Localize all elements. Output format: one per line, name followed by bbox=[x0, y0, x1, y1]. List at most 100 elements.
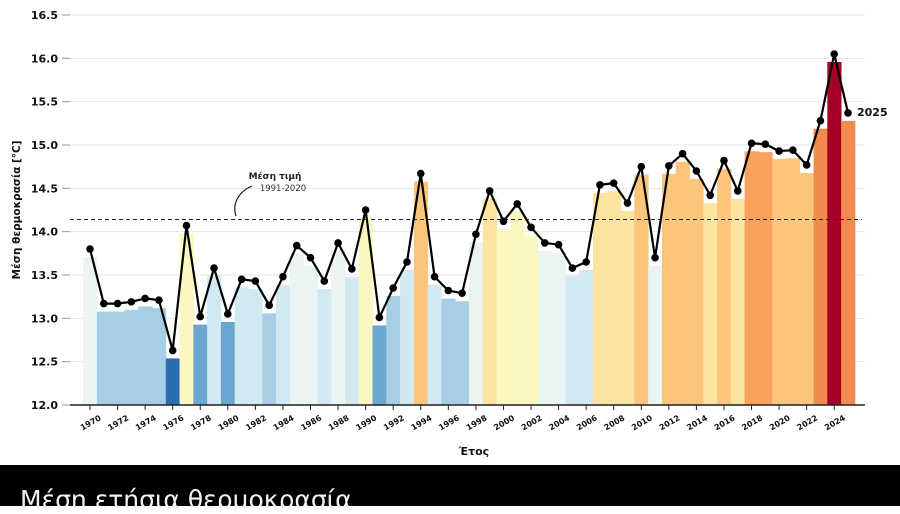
bar-2016 bbox=[717, 168, 732, 405]
x-tick-label: 2002 bbox=[520, 413, 544, 432]
point-2002 bbox=[527, 223, 535, 232]
point-2015 bbox=[706, 191, 714, 200]
bars bbox=[83, 62, 856, 405]
point-2001 bbox=[513, 200, 522, 208]
point-1980 bbox=[224, 310, 232, 318]
y-tick-label: 15.0 bbox=[31, 139, 58, 152]
bar-2006 bbox=[579, 270, 594, 405]
bar-2009 bbox=[620, 211, 635, 405]
bar-1979 bbox=[207, 276, 222, 405]
point-1974 bbox=[141, 294, 149, 303]
footer-banner: Μέση ετήσια θερμοκρασία bbox=[0, 465, 900, 514]
bar-2015 bbox=[703, 203, 718, 405]
bar-2011 bbox=[648, 265, 663, 405]
x-tick-label: 1988 bbox=[327, 413, 351, 432]
point-2022 bbox=[802, 161, 811, 169]
bar-1997 bbox=[455, 301, 470, 405]
x-tick-label: 1998 bbox=[465, 413, 489, 432]
y-tick-label: 12.0 bbox=[31, 399, 58, 412]
point-1987 bbox=[320, 277, 329, 285]
point-2010 bbox=[637, 162, 646, 171]
point-1997 bbox=[458, 289, 466, 298]
point-2020 bbox=[775, 147, 783, 155]
footer-title: Μέση ετήσια θερμοκρασία bbox=[20, 485, 352, 514]
point-2019 bbox=[761, 140, 770, 148]
bar-1974 bbox=[138, 306, 153, 405]
y-tick-label: 14.5 bbox=[31, 182, 58, 195]
x-tick-label: 1982 bbox=[244, 413, 268, 432]
bar-2001 bbox=[510, 211, 525, 405]
point-2018 bbox=[747, 139, 756, 148]
x-tick-label: 2024 bbox=[823, 413, 847, 432]
bar-1982 bbox=[248, 289, 263, 405]
x-tick-label: 2020 bbox=[768, 413, 792, 432]
x-tick-label: 1976 bbox=[162, 413, 186, 432]
point-1976 bbox=[168, 346, 177, 355]
bar-2018 bbox=[744, 151, 759, 405]
bar-2012 bbox=[661, 173, 677, 405]
bar-1990 bbox=[358, 218, 373, 405]
bar-2003 bbox=[537, 250, 553, 405]
x-tick-label: 2006 bbox=[575, 413, 599, 432]
bar-2020 bbox=[772, 159, 787, 405]
x-tick-label: 2010 bbox=[630, 413, 654, 432]
bar-2013 bbox=[675, 161, 690, 405]
x-axis-label: Έτος bbox=[458, 445, 489, 458]
bar-1989 bbox=[344, 276, 360, 405]
x-tick-label: 1994 bbox=[410, 413, 434, 432]
series-line bbox=[88, 52, 850, 352]
bar-2010 bbox=[634, 174, 649, 405]
end-year-label: 2025 bbox=[857, 106, 888, 119]
point-2012 bbox=[665, 162, 673, 170]
point-1994 bbox=[416, 169, 425, 178]
x-tick-label: 1992 bbox=[382, 413, 406, 432]
point-1981 bbox=[237, 275, 246, 284]
point-2004 bbox=[554, 240, 563, 249]
point-1975 bbox=[155, 296, 163, 304]
x-tick-label: 1980 bbox=[217, 413, 241, 432]
x-tick-label: 1972 bbox=[106, 413, 130, 432]
point-1998 bbox=[472, 230, 480, 239]
x-tick-label: 2018 bbox=[740, 413, 764, 432]
point-2016 bbox=[720, 156, 728, 165]
point-1985 bbox=[292, 241, 301, 250]
x-tick-label: 2014 bbox=[685, 413, 709, 432]
point-1996 bbox=[444, 286, 453, 295]
point-2024 bbox=[830, 50, 839, 58]
bar-2017 bbox=[730, 198, 746, 405]
bar-1995 bbox=[427, 284, 442, 405]
x-tick-label: 1974 bbox=[134, 413, 158, 432]
point-1992 bbox=[389, 284, 398, 292]
bar-2007 bbox=[593, 192, 608, 405]
bar-2004 bbox=[551, 252, 566, 405]
x-tick-label: 1986 bbox=[299, 413, 323, 432]
bar-1992 bbox=[386, 296, 401, 405]
y-tick-label: 16.0 bbox=[31, 52, 58, 65]
point-1978 bbox=[196, 312, 205, 321]
reference-label: Μέση τιμή bbox=[249, 171, 302, 182]
point-2003 bbox=[541, 239, 549, 247]
point-1979 bbox=[210, 264, 218, 272]
bar-2008 bbox=[606, 191, 621, 405]
bar-2023 bbox=[813, 128, 828, 405]
point-1970 bbox=[86, 245, 94, 253]
x-tick-label: 1978 bbox=[189, 413, 213, 432]
point-1990 bbox=[361, 206, 370, 214]
temperature-chart: Μέση τιμή 1991-2020 12.0 12.5 13.0 13.5 14.0… bbox=[11, 9, 888, 458]
reference-annotation-arrow bbox=[234, 185, 253, 217]
x-tick-label: 1984 bbox=[272, 413, 296, 432]
x-tick-label: 1996 bbox=[437, 413, 461, 432]
bar-1991 bbox=[372, 325, 387, 405]
bar-1973 bbox=[124, 309, 139, 405]
bar-2000 bbox=[496, 229, 511, 405]
x-tick-label: 2022 bbox=[796, 413, 820, 432]
point-1991 bbox=[375, 313, 384, 322]
y-tick-label: 15.5 bbox=[31, 96, 58, 109]
point-2006 bbox=[582, 258, 590, 266]
point-1993 bbox=[403, 258, 411, 266]
point-2011 bbox=[651, 253, 659, 262]
bar-1981 bbox=[234, 287, 249, 405]
x-tick-label: 1970 bbox=[79, 413, 103, 432]
bar-1998 bbox=[469, 242, 484, 405]
bar-1975 bbox=[152, 308, 167, 405]
